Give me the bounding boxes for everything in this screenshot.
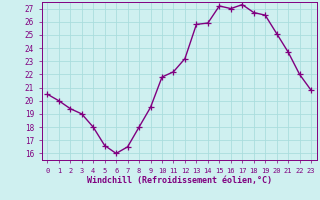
- X-axis label: Windchill (Refroidissement éolien,°C): Windchill (Refroidissement éolien,°C): [87, 176, 272, 185]
